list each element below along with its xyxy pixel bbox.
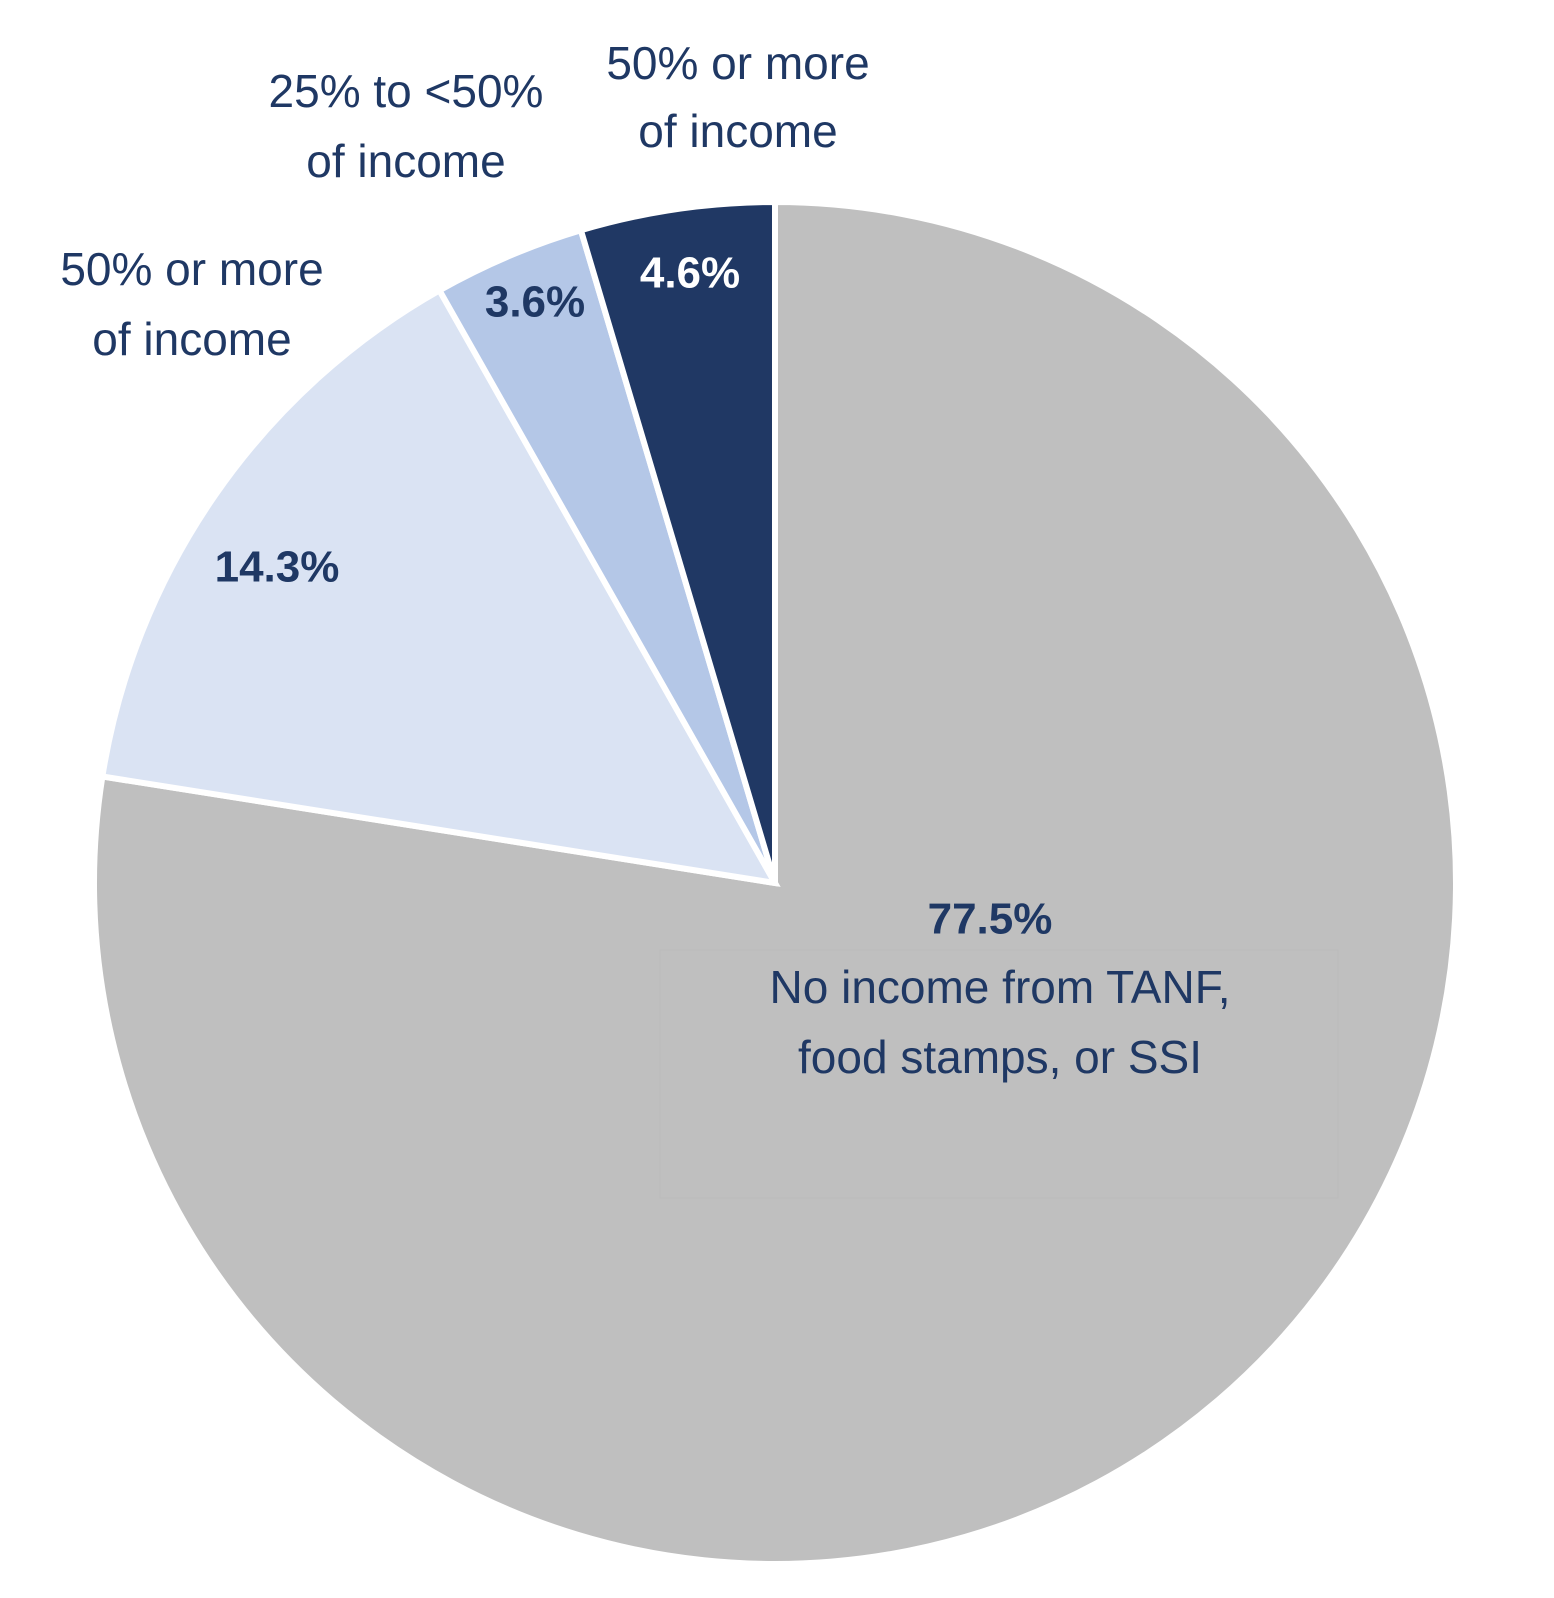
slice-category-line-2-1: of income <box>306 135 505 187</box>
slice-category-line-2-0: 25% to <50% <box>269 65 544 117</box>
slice-category-line-3-1: of income <box>638 105 837 157</box>
slice-category-label-1: 50% or more of income <box>60 243 323 365</box>
slice-value-label-1: 14.3% <box>215 543 340 592</box>
pie-slice-0 <box>90 198 1459 1567</box>
pie-slice-1 <box>98 286 781 887</box>
pie-slice-3 <box>577 198 778 884</box>
slice-category-line-1-1: of income <box>92 313 291 365</box>
main-slice-label-box <box>659 949 1339 1199</box>
slice-value-label-0: 77.5% <box>928 895 1053 944</box>
slice-category-line-3-0: 50% or more <box>606 37 869 89</box>
slice-category-label-2: 25% to <50% of income <box>269 65 544 187</box>
slice-value-label-2: 3.6% <box>485 278 585 327</box>
pie-labels: 77.5% No income from TANF, food stamps, or… <box>60 37 1230 1083</box>
pie-slices <box>90 198 1459 1567</box>
slice-value-label-3: 4.6% <box>640 249 740 298</box>
slice-category-label-3: 50% or more of income <box>606 37 869 157</box>
slice-category-line-0-1: food stamps, or SSI <box>798 1031 1202 1083</box>
slice-category-line-0-0: No income from TANF, <box>770 961 1231 1013</box>
slice-category-label-0: No income from TANF, food stamps, or SSI <box>770 961 1231 1083</box>
slice-category-line-1-0: 50% or more <box>60 243 323 295</box>
